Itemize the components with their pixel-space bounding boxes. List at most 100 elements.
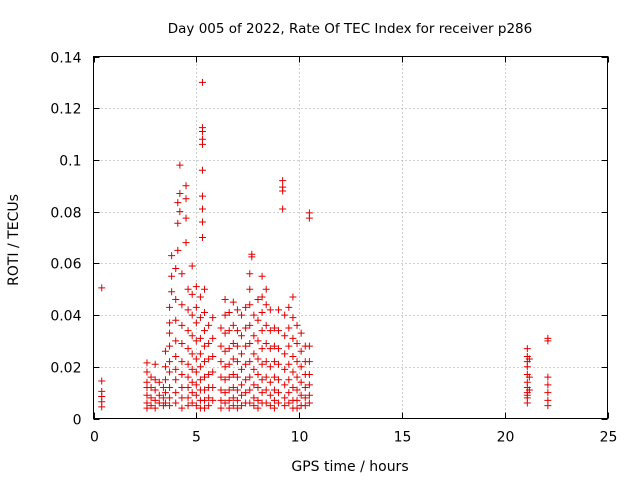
data-point bbox=[297, 391, 305, 399]
data-point bbox=[270, 324, 278, 332]
data-point bbox=[242, 389, 250, 397]
data-point bbox=[221, 329, 229, 337]
data-point bbox=[233, 342, 241, 350]
data-point bbox=[198, 218, 206, 226]
data-point bbox=[151, 386, 159, 394]
data-point bbox=[305, 371, 313, 379]
data-point bbox=[205, 394, 213, 402]
data-point bbox=[523, 363, 531, 371]
data-point bbox=[192, 402, 200, 410]
data-point bbox=[217, 373, 225, 381]
data-point bbox=[176, 190, 184, 198]
data-point bbox=[166, 394, 174, 402]
data-point bbox=[201, 358, 209, 366]
data-point bbox=[229, 371, 237, 379]
data-point bbox=[270, 386, 278, 394]
data-point bbox=[155, 378, 163, 386]
data-point bbox=[168, 252, 176, 260]
data-point bbox=[246, 285, 254, 293]
data-point bbox=[238, 381, 246, 389]
data-point bbox=[250, 350, 258, 358]
data-point bbox=[258, 272, 266, 280]
data-point bbox=[198, 140, 206, 148]
data-point bbox=[544, 373, 552, 381]
data-point bbox=[184, 285, 192, 293]
grid-lines bbox=[93, 56, 608, 419]
data-point bbox=[221, 389, 229, 397]
data-point bbox=[293, 340, 301, 348]
data-point bbox=[221, 363, 229, 371]
data-point bbox=[275, 306, 283, 314]
data-point bbox=[266, 402, 274, 410]
y-tick-label: 0.08 bbox=[50, 206, 81, 222]
data-point bbox=[168, 288, 176, 296]
data-point bbox=[161, 389, 169, 397]
data-point bbox=[250, 394, 258, 402]
data-point bbox=[262, 321, 270, 329]
data-point bbox=[188, 262, 196, 270]
data-point bbox=[281, 381, 289, 389]
data-point bbox=[285, 342, 293, 350]
data-point bbox=[289, 293, 297, 301]
data-point bbox=[217, 386, 225, 394]
data-point bbox=[254, 383, 262, 391]
data-point bbox=[201, 373, 209, 381]
data-point bbox=[178, 404, 186, 412]
data-point bbox=[254, 337, 262, 345]
data-point bbox=[525, 386, 533, 394]
data-point bbox=[161, 399, 169, 407]
data-point bbox=[285, 389, 293, 397]
data-point bbox=[161, 376, 169, 384]
data-point bbox=[281, 394, 289, 402]
data-point bbox=[176, 161, 184, 169]
data-point bbox=[281, 311, 289, 319]
data-point bbox=[196, 334, 204, 342]
data-point bbox=[229, 383, 237, 391]
data-point bbox=[523, 345, 531, 353]
data-point bbox=[188, 350, 196, 358]
data-point bbox=[188, 311, 196, 319]
chart-title: Day 005 of 2022, Rate Of TEC Index for r… bbox=[168, 21, 532, 37]
data-point bbox=[275, 399, 283, 407]
x-tick-label: 0 bbox=[90, 430, 99, 446]
data-point bbox=[242, 376, 250, 384]
data-point bbox=[161, 363, 169, 371]
data-point bbox=[201, 396, 209, 404]
data-point bbox=[184, 373, 192, 381]
data-point bbox=[262, 386, 270, 394]
data-point bbox=[166, 368, 174, 376]
y-axis-label: ROTI / TECUs bbox=[6, 194, 22, 286]
data-point bbox=[293, 373, 301, 381]
data-point bbox=[161, 347, 169, 355]
y-tick-label: 0.14 bbox=[50, 51, 81, 67]
axis-ticks bbox=[93, 56, 609, 420]
data-point bbox=[266, 345, 274, 353]
data-point bbox=[242, 303, 250, 311]
data-point bbox=[196, 350, 204, 358]
data-point bbox=[184, 360, 192, 368]
data-point bbox=[289, 352, 297, 360]
data-point bbox=[266, 306, 274, 314]
data-point bbox=[151, 396, 159, 404]
data-point bbox=[233, 306, 241, 314]
data-point bbox=[229, 402, 237, 410]
data-point bbox=[198, 78, 206, 86]
data-point bbox=[155, 391, 163, 399]
data-point bbox=[172, 389, 180, 397]
data-point bbox=[233, 396, 241, 404]
data-point bbox=[172, 296, 180, 304]
data-point bbox=[258, 345, 266, 353]
data-point bbox=[166, 358, 174, 366]
y-tick-label: 0.02 bbox=[50, 361, 81, 377]
data-point bbox=[225, 404, 233, 412]
data-point bbox=[258, 360, 266, 368]
data-point bbox=[217, 358, 225, 366]
data-point bbox=[262, 285, 270, 293]
data-point bbox=[225, 396, 233, 404]
data-point bbox=[250, 311, 258, 319]
data-point bbox=[297, 347, 305, 355]
data-point bbox=[233, 358, 241, 366]
data-point bbox=[225, 386, 233, 394]
data-point bbox=[225, 360, 233, 368]
